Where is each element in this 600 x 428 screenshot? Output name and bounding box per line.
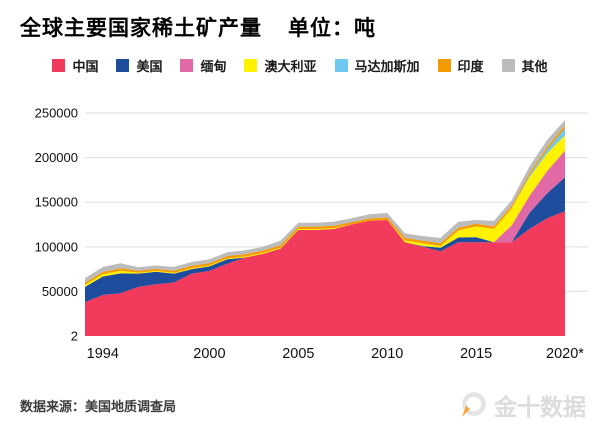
brand-watermark: 金十数据	[458, 388, 586, 422]
legend-label-madagascar: 马达加斯加	[354, 59, 420, 74]
legend-item-others: 其他	[501, 56, 548, 75]
legend-swatch-myanmar	[180, 59, 194, 72]
area-series-others	[85, 120, 565, 283]
x-tick-label: 2005	[282, 346, 314, 362]
legend-item-myanmar: 缅甸	[180, 56, 226, 75]
title-text: 全球主要国家稀土矿产量	[20, 17, 262, 40]
legend-label-australia: 澳大利亚	[264, 59, 317, 74]
x-tick-label: 2000	[193, 346, 225, 362]
y-tick-label: 150000	[35, 195, 78, 210]
legend-swatch-china	[52, 59, 66, 72]
legend-item-china: 中国	[52, 56, 98, 75]
x-tick-label: 2020*	[546, 346, 584, 362]
jin10-logo-icon	[462, 392, 486, 417]
legend-swatch-others	[501, 59, 515, 72]
legend-label-china: 中国	[72, 59, 99, 74]
y-tick-label: 100000	[35, 239, 78, 254]
legend-label-usa: 美国	[136, 59, 163, 74]
y-tick-label: 250000	[35, 106, 78, 121]
legend-swatch-madagascar	[334, 59, 348, 72]
legend-swatch-australia	[244, 59, 258, 72]
legend-label-india: 印度	[457, 59, 484, 74]
x-tick-label: 2015	[460, 346, 492, 362]
legend-item-india: 印度	[437, 56, 484, 75]
y-tick-label: 200000	[35, 150, 78, 165]
legend-label-myanmar: 缅甸	[200, 59, 227, 74]
area-series-usa	[85, 177, 565, 303]
data-source-label: 数据来源：美国地质调查局	[20, 399, 177, 414]
legend-item-madagascar: 马达加斯加	[334, 56, 420, 75]
brand-name: 金十数据	[494, 394, 586, 420]
x-tick-label: 1994	[87, 346, 119, 362]
y-tick-label: 50000	[42, 284, 78, 299]
y-tick-label: 2	[71, 328, 78, 343]
page-title: 全球主要国家稀土矿产量 单位：吨	[20, 12, 376, 42]
legend-item-usa: 美国	[116, 56, 162, 75]
legend-item-australia: 澳大利亚	[244, 56, 317, 75]
legend-label-others: 其他	[521, 59, 548, 74]
legend-swatch-india	[437, 59, 451, 72]
x-tick-label: 2010	[371, 346, 403, 362]
unit-label: 单位：吨	[288, 17, 376, 40]
area-series-china	[85, 211, 565, 336]
legend-swatch-usa	[116, 59, 130, 72]
chart-legend: 中国 美国 缅甸 澳大利亚 马达加斯加 印度 其他	[0, 56, 600, 75]
